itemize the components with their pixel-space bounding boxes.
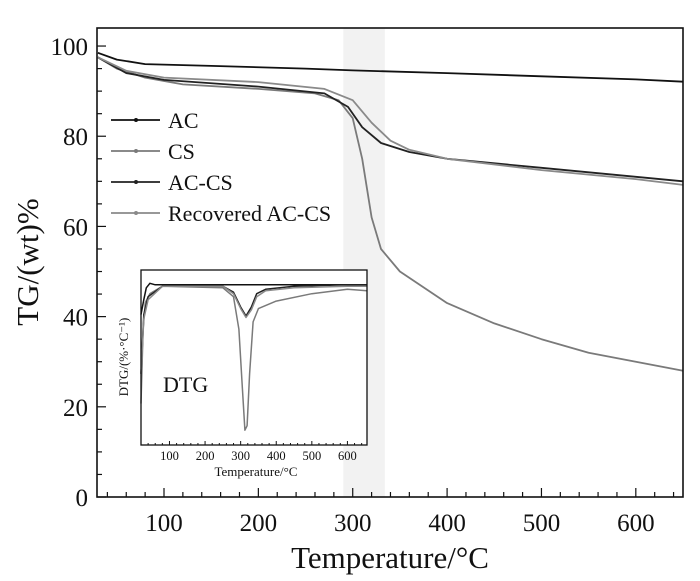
inset-title: DTG bbox=[163, 372, 208, 397]
y-tick-label: 80 bbox=[63, 124, 88, 151]
inset-x-tick-label: 400 bbox=[267, 449, 286, 463]
inset-x-tick-label: 600 bbox=[338, 449, 357, 463]
legend: AC CS AC-CS Recovered AC-CS bbox=[111, 108, 331, 226]
inset-frame bbox=[140, 269, 368, 446]
inset-series-group bbox=[140, 282, 368, 431]
y-tick-label: 60 bbox=[63, 214, 88, 241]
y-tick-label: 20 bbox=[63, 395, 88, 422]
legend-item-recovered-ac-cs: Recovered AC-CS bbox=[111, 201, 331, 226]
inset-x-tick-label: 100 bbox=[160, 449, 179, 463]
legend-item-ac-cs: AC-CS bbox=[111, 170, 233, 195]
x-tick-label: 500 bbox=[523, 510, 561, 537]
inset-x-axis-title: Temperature/°C bbox=[215, 464, 298, 479]
x-tick-label: 100 bbox=[145, 510, 183, 537]
x-tick-label: 400 bbox=[428, 510, 466, 537]
series-line-cs bbox=[97, 56, 684, 372]
inset-x-tick-label: 500 bbox=[302, 449, 321, 463]
inset-line-ac bbox=[140, 282, 367, 315]
inset-x-tick-label: 300 bbox=[231, 449, 250, 463]
main-axes: 100 200 300 400 500 600 0 20 40 60 80 100 bbox=[51, 27, 684, 537]
inset-x-tick-label: 200 bbox=[196, 449, 215, 463]
x-tick-label: 600 bbox=[617, 510, 655, 537]
legend-item-ac: AC bbox=[111, 108, 199, 133]
inset-background bbox=[141, 270, 367, 445]
legend-label: AC bbox=[168, 108, 199, 133]
x-tick-label: 200 bbox=[240, 510, 278, 537]
y-tick-label: 100 bbox=[51, 34, 89, 61]
dtg-inset: 100 200 300 400 500 600 DTG Temperature/°C DT… bbox=[116, 269, 368, 479]
legend-marker bbox=[134, 149, 138, 153]
series-line-recovered-ac-cs bbox=[97, 56, 684, 186]
legend-label: AC-CS bbox=[168, 170, 233, 195]
inset-y-axis-title: DTG/(%·°C⁻¹) bbox=[116, 318, 131, 397]
x-axis-title: Temperature/°C bbox=[291, 540, 489, 575]
inset-line-ac-cs bbox=[140, 284, 367, 374]
legend-item-cs: CS bbox=[111, 139, 195, 164]
legend-label: Recovered AC-CS bbox=[168, 201, 331, 226]
series-line-ac-cs bbox=[97, 56, 684, 183]
legend-label: CS bbox=[168, 139, 195, 164]
inset-line-recovered-ac-cs bbox=[140, 285, 367, 374]
main-series-group bbox=[97, 51, 684, 372]
legend-marker bbox=[134, 180, 138, 184]
legend-marker bbox=[134, 211, 138, 215]
series-line-ac bbox=[97, 51, 684, 83]
y-tick-label: 40 bbox=[63, 305, 88, 332]
x-tick-label: 300 bbox=[334, 510, 372, 537]
legend-marker bbox=[134, 118, 138, 122]
y-tick-label: 0 bbox=[76, 485, 89, 512]
inset-axes: 100 200 300 400 500 600 bbox=[147, 441, 363, 463]
y-axis-title: TG/(wt)% bbox=[10, 198, 45, 325]
